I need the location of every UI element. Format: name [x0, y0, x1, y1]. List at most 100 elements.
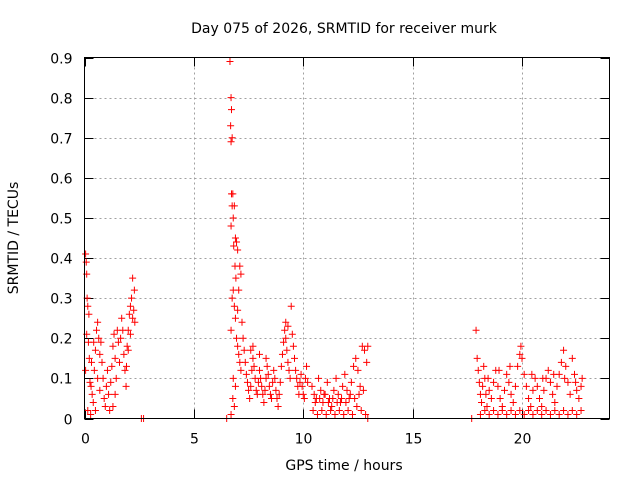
data-point: [505, 378, 513, 386]
data-point: [96, 386, 104, 394]
data-point: [297, 370, 305, 378]
data-point: [256, 350, 263, 358]
data-point: [238, 318, 246, 326]
data-point: [118, 314, 126, 322]
data-point: [318, 406, 326, 414]
data-point: [231, 234, 239, 242]
data-point: [564, 378, 572, 386]
x-tick-label: 5: [190, 432, 199, 448]
data-point: [546, 410, 554, 418]
data-point: [311, 398, 319, 406]
data-point: [82, 258, 90, 266]
data-point: [503, 370, 511, 378]
data-point: [328, 402, 336, 410]
data-point: [109, 402, 117, 410]
y-tick-label: 0: [64, 413, 73, 429]
y-tick-label: 0.3: [50, 292, 72, 308]
data-point: [308, 382, 316, 390]
data-point: [227, 94, 235, 102]
data-point: [333, 398, 341, 406]
data-point: [230, 242, 238, 250]
data-point: [285, 366, 293, 374]
data-point: [334, 390, 342, 398]
data-point: [85, 354, 93, 362]
y-tick-label: 0.8: [50, 92, 72, 108]
data-point: [120, 350, 128, 358]
data-point: [331, 410, 339, 418]
data-point: [123, 362, 130, 370]
data-point: [237, 366, 245, 374]
data-point: [357, 406, 365, 414]
data-point: [490, 378, 498, 386]
data-point: [278, 350, 286, 358]
data-point: [487, 394, 495, 402]
data-point: [227, 326, 235, 334]
data-point: [123, 342, 131, 350]
y-tick-label: 0.2: [50, 332, 72, 348]
data-point: [496, 394, 504, 402]
data-point: [320, 390, 328, 398]
data-point: [304, 378, 312, 386]
data-point: [262, 354, 270, 362]
data-point: [475, 378, 483, 386]
data-point: [229, 374, 237, 382]
data-point: [528, 370, 536, 378]
data-point: [85, 310, 93, 318]
data-point: [577, 382, 585, 390]
data-point: [509, 398, 517, 406]
data-point: [514, 362, 522, 370]
data-point: [88, 358, 95, 366]
data-point: [351, 394, 359, 402]
data-point: [84, 302, 92, 310]
data-point: [280, 338, 288, 346]
data-point: [511, 410, 519, 418]
data-point: [282, 334, 290, 342]
data-point: [124, 346, 132, 354]
grid: [84, 57, 610, 419]
x-tick-label: 15: [405, 432, 423, 448]
data-point: [316, 394, 324, 402]
data-point: [317, 386, 325, 394]
data-point: [231, 382, 239, 390]
data-point: [264, 370, 272, 378]
data-point: [364, 342, 372, 350]
data-point: [245, 386, 253, 394]
data-point: [230, 402, 238, 410]
data-point: [235, 286, 243, 294]
data-point: [234, 306, 242, 314]
data-point: [557, 358, 565, 366]
data-point: [495, 366, 503, 374]
data-point: [94, 318, 102, 326]
data-point: [344, 406, 352, 414]
data-point: [276, 378, 284, 386]
data-point: [289, 342, 297, 350]
data-point: [90, 366, 98, 374]
data-point: [230, 202, 238, 210]
data-point: [250, 362, 258, 370]
data-point: [507, 406, 515, 414]
data-point: [240, 346, 248, 354]
data-point: [235, 350, 243, 358]
data-point: [284, 358, 292, 366]
data-point: [252, 386, 260, 394]
data-point: [98, 358, 106, 366]
data-point: [121, 366, 129, 374]
data-point: [346, 390, 354, 398]
data-point: [540, 386, 548, 394]
data-point: [233, 334, 241, 342]
data-point: [476, 410, 484, 418]
data-point: [227, 410, 235, 418]
data-point: [485, 410, 493, 418]
data-point: [310, 390, 318, 398]
data-point: [482, 390, 490, 398]
data-point: [572, 378, 580, 386]
data-point: [315, 374, 323, 382]
y-tick-label: 0.5: [50, 212, 72, 228]
data-point: [94, 374, 102, 382]
data-point: [533, 406, 541, 414]
data-point: [229, 394, 237, 402]
data-point: [226, 58, 234, 66]
data-point: [354, 366, 362, 374]
data-point: [520, 410, 528, 418]
data-point: [125, 310, 133, 318]
